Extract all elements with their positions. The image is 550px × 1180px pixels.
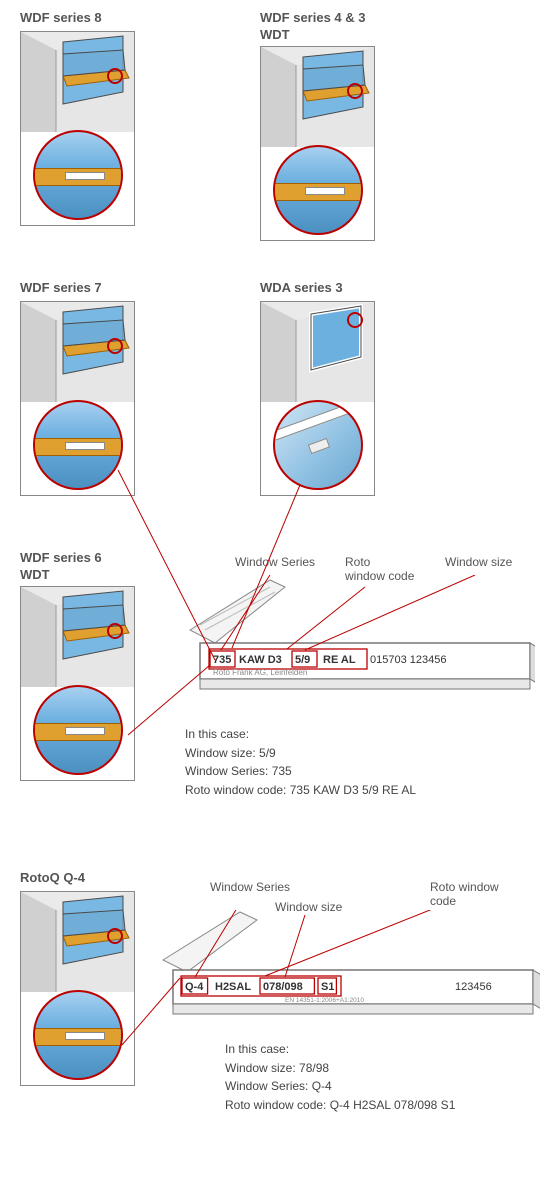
svg-text:015703 123456: 015703 123456 (370, 654, 446, 666)
window-scene (21, 587, 134, 687)
svg-text:123456: 123456 (455, 981, 492, 993)
magnifier-icon (273, 400, 363, 490)
panel-subtitle: WDT (20, 567, 102, 582)
svg-text:KAW D3: KAW D3 (239, 654, 282, 666)
case-line: Window size: 78/98 (225, 1059, 455, 1078)
panel-group-wdf7: WDF series 7 (20, 280, 102, 297)
case-line: Roto window code: Q-4 H2SAL 078/098 S1 (225, 1096, 455, 1115)
panel-group-wdf4_3: WDF series 4 & 3 WDT (260, 10, 366, 42)
panel-group-rotoq: RotoQ Q-4 (20, 870, 85, 887)
case-line: Window size: 5/9 (185, 744, 416, 763)
window-panel (20, 586, 135, 781)
window-panel (20, 301, 135, 496)
window-panel (20, 891, 135, 1086)
svg-text:RE AL: RE AL (323, 654, 356, 666)
panel-group-wdf6: WDF series 6 WDT (20, 550, 102, 582)
panel-subtitle: WDT (260, 27, 366, 42)
case-line: Window Series: Q-4 (225, 1077, 455, 1096)
svg-text:H2SAL: H2SAL (215, 981, 251, 993)
case-text-1: In this case:Window size: 5/9Window Seri… (185, 725, 416, 799)
panel-title: WDF series 4 & 3 (260, 10, 366, 25)
case-line: Window Series: 735 (185, 762, 416, 781)
svg-text:EN 14351-1:2006+A1:2010: EN 14351-1:2006+A1:2010 (285, 997, 364, 1004)
panel-title: WDA series 3 (260, 280, 343, 295)
case-line: Roto window code: 735 KAW D3 5/9 RE AL (185, 781, 416, 800)
window-panel (260, 46, 375, 241)
magnifier-icon (33, 130, 123, 220)
window-scene (21, 892, 134, 992)
label-window-series: Window Series (210, 880, 290, 894)
panel-title: WDF series 8 (20, 10, 102, 25)
magnifier-icon (33, 400, 123, 490)
panel-title: WDF series 6 (20, 550, 102, 565)
magnifier-icon (273, 145, 363, 235)
case-text-2: In this case:Window size: 78/98Window Se… (225, 1040, 455, 1114)
plate-illustration: Q-4 H2SAL 078/098 S1 123456 EN 14351-1:2006+A… (155, 910, 540, 1030)
window-scene (261, 47, 374, 147)
highlight-circle-icon (347, 312, 363, 328)
svg-text:5/9: 5/9 (295, 654, 310, 666)
label-roto-code: Roto window code (430, 880, 499, 909)
window-panel (20, 31, 135, 226)
label-window-size: Window size (445, 555, 512, 569)
case-heading: In this case: (225, 1040, 455, 1059)
panel-group-wda3: WDA series 3 (260, 280, 343, 297)
svg-text:735: 735 (213, 654, 231, 666)
highlight-circle-icon (107, 623, 123, 639)
panel-title: WDF series 7 (20, 280, 102, 295)
svg-text:Roto Frank AG, Leinfelden: Roto Frank AG, Leinfelden (213, 668, 307, 677)
highlight-circle-icon (107, 68, 123, 84)
magnifier-icon (33, 685, 123, 775)
svg-text:Q-4: Q-4 (185, 981, 204, 993)
window-scene (21, 302, 134, 402)
window-scene (21, 32, 134, 132)
case-heading: In this case: (185, 725, 416, 744)
svg-text:078/098: 078/098 (263, 981, 303, 993)
window-panel (260, 301, 375, 496)
label-window-series: Window Series (235, 555, 315, 569)
plate-illustration: 735 KAW D3 5/9 RE AL 015703 123456 Roto Frank… (175, 575, 535, 705)
panel-group-wdf8: WDF series 8 (20, 10, 102, 27)
panel-title: RotoQ Q-4 (20, 870, 85, 885)
highlight-circle-icon (107, 928, 123, 944)
highlight-circle-icon (107, 338, 123, 354)
svg-text:S1: S1 (321, 981, 334, 993)
highlight-circle-icon (347, 83, 363, 99)
magnifier-icon (33, 990, 123, 1080)
window-scene (261, 302, 374, 402)
